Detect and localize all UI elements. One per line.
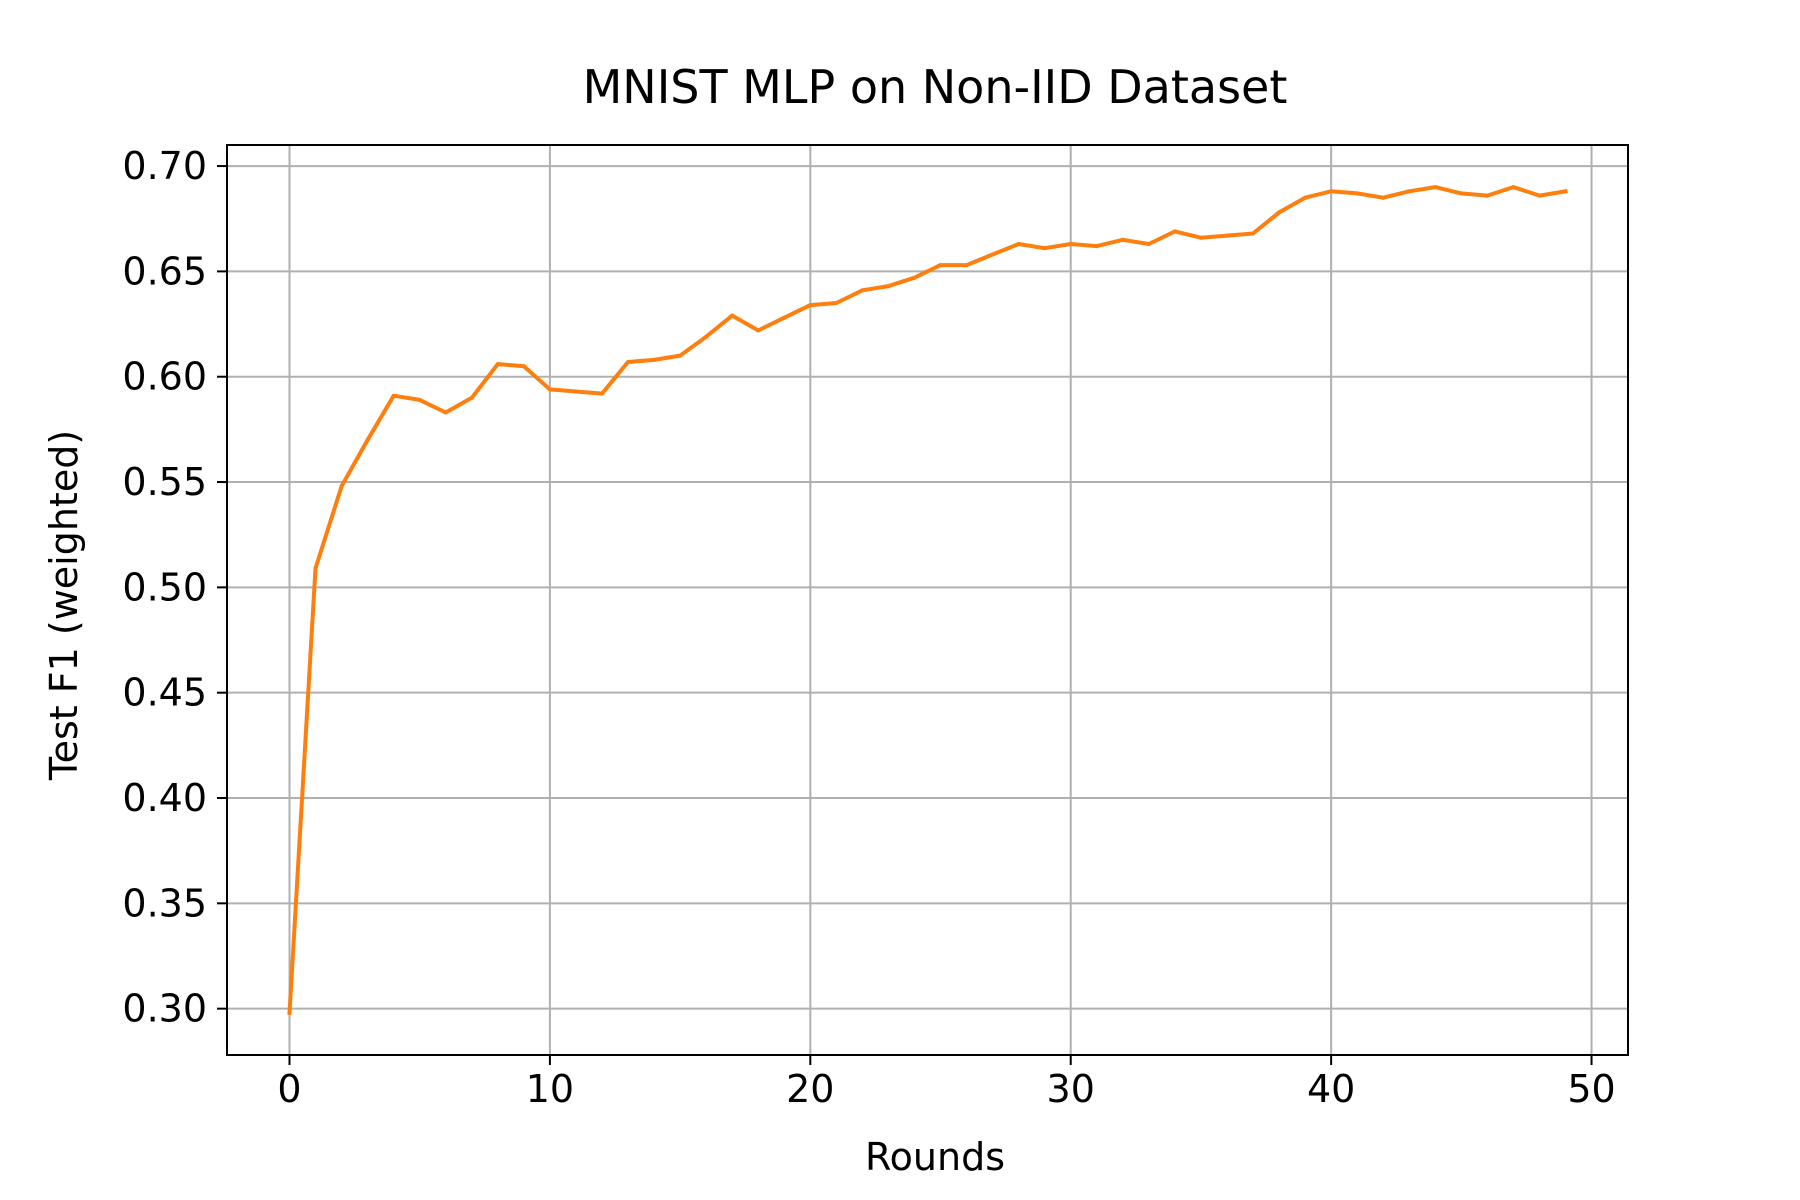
series-layer xyxy=(287,185,1568,1016)
series-line xyxy=(287,185,1568,1016)
x-tick-label: 40 xyxy=(1307,1067,1355,1111)
data-point xyxy=(1537,193,1542,198)
data-point xyxy=(782,315,787,320)
data-point xyxy=(417,397,422,402)
data-point xyxy=(756,328,761,333)
y-tick-label: 0.40 xyxy=(122,776,207,820)
data-point xyxy=(1016,242,1021,246)
data-point xyxy=(652,357,657,362)
data-point xyxy=(730,313,735,318)
data-point xyxy=(912,275,917,280)
data-point xyxy=(1198,235,1203,240)
data-point xyxy=(521,364,526,369)
data-point xyxy=(495,362,500,367)
data-point xyxy=(938,263,943,268)
data-point xyxy=(1146,242,1151,246)
data-point xyxy=(860,288,865,293)
axes-frame xyxy=(226,144,1629,1056)
data-point xyxy=(1563,189,1568,194)
data-point xyxy=(1042,246,1047,251)
data-point xyxy=(1511,185,1516,190)
data-point xyxy=(573,389,578,394)
y-tick-label: 0.55 xyxy=(122,460,207,504)
data-point xyxy=(1485,193,1490,198)
data-point xyxy=(626,360,630,364)
data-point xyxy=(990,252,995,257)
data-point xyxy=(443,410,448,415)
y-axis-ticks: 0.30 0.35 0.40 0.45 0.50 0.55 0.60 0.65 0.70 xyxy=(122,144,227,1031)
data-point xyxy=(1303,195,1308,200)
data-point xyxy=(704,334,709,339)
data-point xyxy=(1355,191,1360,196)
data-point xyxy=(287,1010,292,1015)
x-tick-label: 0 xyxy=(277,1067,301,1111)
data-point xyxy=(1433,185,1438,190)
x-tick-label: 50 xyxy=(1567,1067,1615,1111)
data-point xyxy=(678,353,683,358)
data-point xyxy=(1459,191,1464,196)
data-point xyxy=(1172,229,1177,234)
data-point xyxy=(365,437,370,442)
y-tick-label: 0.70 xyxy=(122,144,207,188)
data-point xyxy=(1094,244,1099,249)
data-point xyxy=(1120,237,1125,242)
data-point xyxy=(808,303,813,308)
data-point xyxy=(1329,189,1334,194)
chart-title: MNIST MLP on Non-IID Dataset xyxy=(583,60,1288,114)
y-tick-label: 0.30 xyxy=(122,987,207,1031)
data-point xyxy=(964,263,969,268)
x-axis-ticks: 0 10 20 30 40 50 xyxy=(277,1055,1616,1111)
data-point xyxy=(1068,242,1073,246)
x-tick-label: 20 xyxy=(786,1067,834,1111)
y-tick-label: 0.45 xyxy=(122,671,207,715)
x-axis-label: Rounds xyxy=(865,1135,1005,1179)
y-tick-label: 0.50 xyxy=(122,565,207,609)
data-point xyxy=(547,387,552,392)
y-axis-label: Test F1 (weighted) xyxy=(42,430,86,781)
data-point xyxy=(339,484,344,489)
data-point xyxy=(1277,210,1282,215)
data-point xyxy=(834,301,839,305)
y-tick-label: 0.60 xyxy=(122,355,207,399)
data-point xyxy=(886,284,891,289)
data-point xyxy=(1381,195,1386,200)
y-tick-label: 0.35 xyxy=(122,881,207,925)
data-point xyxy=(469,395,474,400)
data-point xyxy=(1407,189,1412,194)
y-tick-label: 0.65 xyxy=(122,249,207,293)
data-point xyxy=(600,391,604,396)
x-tick-label: 30 xyxy=(1047,1067,1095,1111)
data-point xyxy=(1225,233,1229,238)
data-point xyxy=(391,393,396,398)
data-point xyxy=(1251,231,1255,236)
x-tick-label: 10 xyxy=(526,1067,574,1111)
data-point xyxy=(313,566,318,571)
